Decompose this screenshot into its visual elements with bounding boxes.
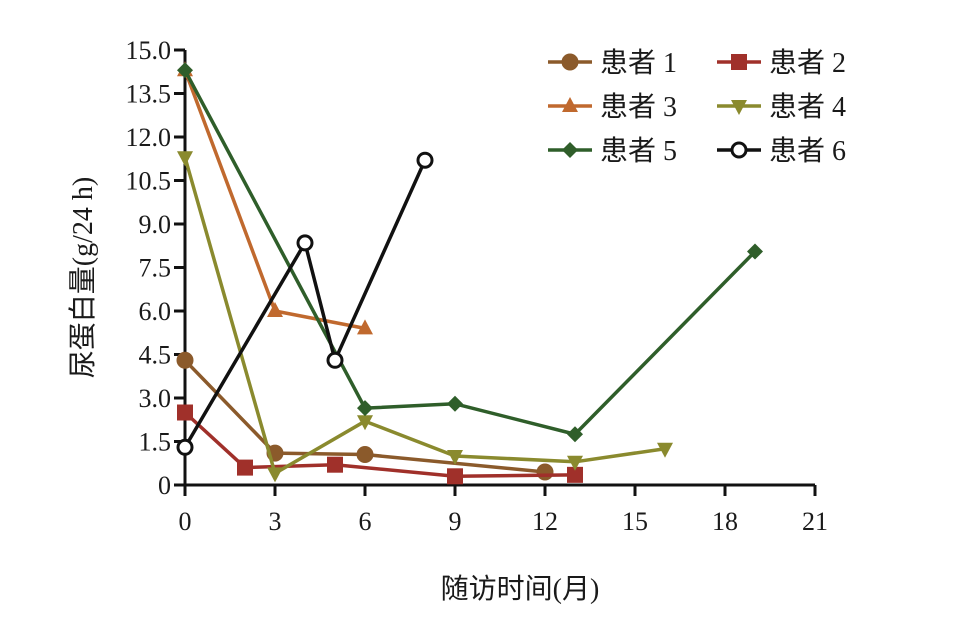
data-point: [237, 459, 253, 476]
data-point: [357, 319, 373, 335]
legend-item: 患者 5: [548, 135, 677, 167]
data-point: [731, 54, 747, 70]
series-2: [177, 404, 583, 485]
legend-item: 患者 2: [717, 47, 846, 79]
y-tick-label: 10.5: [126, 167, 172, 196]
legend: 患者 1 患者 2 患者 3 患者 4 患者 5 患者 6: [548, 47, 846, 167]
data-point: [561, 53, 579, 71]
x-tick-label: 12: [532, 507, 558, 536]
data-point: [267, 467, 283, 483]
data-point: [562, 97, 578, 112]
legend-label: 患者 2: [769, 47, 846, 79]
data-point: [447, 450, 463, 465]
data-point: [567, 466, 583, 483]
x-tick-label: 9: [449, 507, 462, 536]
data-point: [326, 351, 344, 369]
data-point: [176, 438, 194, 456]
data-point: [356, 446, 374, 464]
x-tick-label: 3: [269, 507, 282, 536]
series-group: [176, 61, 763, 485]
data-point: [177, 404, 193, 421]
y-ticks: 0 1.5 3.0 4.5 6.0 7.5 9.0 10.5 12.0 13.5 15.0: [126, 36, 185, 500]
data-point: [177, 151, 193, 167]
x-tick-label: 6: [359, 507, 372, 536]
series-line: [183, 156, 666, 476]
x-tick-label: 15: [622, 507, 648, 536]
data-point: [327, 456, 343, 473]
legend-item: 患者 4: [717, 91, 846, 123]
x-ticks: 0 3 6 9 12 15 18 21: [179, 485, 828, 536]
x-tick-label: 18: [712, 507, 738, 536]
data-point: [447, 395, 463, 412]
data-point: [657, 442, 673, 458]
data-point: [267, 302, 283, 317]
y-tick-label: 3.0: [139, 384, 172, 413]
x-axis-label: 随访时间(月): [441, 573, 600, 605]
data-point: [730, 141, 748, 159]
data-point: [176, 351, 194, 369]
legend-item: 患者 6: [717, 135, 846, 167]
data-point: [296, 234, 314, 252]
data-point: [357, 415, 373, 431]
legend-label: 患者 1: [600, 47, 677, 79]
y-tick-label: 13.5: [126, 80, 172, 109]
data-point: [177, 62, 193, 79]
legend-item: 患者 3: [548, 91, 677, 123]
y-tick-label: 15.0: [126, 36, 172, 65]
series-line: [183, 159, 427, 449]
data-point: [416, 151, 434, 169]
series-line: [183, 69, 757, 436]
y-tick-label: 12.0: [126, 123, 172, 152]
series-line: [183, 69, 366, 331]
x-tick-label: 21: [802, 507, 828, 536]
data-point: [562, 142, 578, 158]
legend-label: 患者 5: [600, 135, 677, 167]
data-point: [747, 243, 763, 260]
axes: [183, 50, 815, 487]
series-6: [176, 151, 434, 456]
series-5: [177, 62, 763, 443]
legend-label: 患者 4: [769, 91, 846, 123]
y-tick-label: 0: [158, 471, 171, 500]
y-tick-label: 7.5: [139, 254, 172, 283]
legend-item: 患者 1: [548, 47, 677, 79]
y-tick-label: 4.5: [139, 341, 172, 370]
y-tick-label: 1.5: [139, 428, 172, 457]
data-point: [447, 468, 463, 485]
y-axis-label: 尿蛋白量(g/24 h): [67, 177, 99, 378]
y-tick-label: 9.0: [139, 210, 172, 239]
y-tick-label: 6.0: [139, 297, 172, 326]
series-4: [177, 151, 673, 483]
data-point: [536, 463, 554, 481]
data-point: [567, 426, 583, 443]
data-point: [357, 400, 373, 417]
legend-label: 患者 3: [600, 91, 677, 123]
data-point: [731, 100, 747, 115]
data-point: [567, 455, 583, 471]
x-tick-label: 0: [179, 507, 192, 536]
legend-label: 患者 6: [769, 135, 846, 167]
